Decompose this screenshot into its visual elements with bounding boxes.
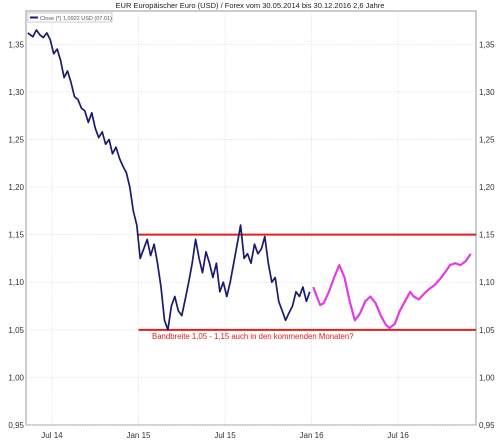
x-tick-label: Jan 16	[300, 431, 325, 440]
y-axis-left-ticks: 1,35 1,30 1,25 1,20 1,15 1,10 1,05 1,00 0,95	[8, 40, 24, 430]
x-axis-ticks: Jul 14 Jan 15 Jul 15 Jan 16 Jul 16	[41, 431, 409, 440]
chart-frame	[25, 10, 477, 426]
series	[27, 29, 472, 331]
y-tick-label-right: 1,05	[479, 326, 495, 335]
y-tick-label-left: 1,15	[8, 231, 24, 240]
legend: Close (*) 1,0922 USD (07.01)	[27, 12, 113, 23]
y-tick-label-right: 0,95	[479, 421, 495, 430]
y-tick-label-right: 1,35	[479, 40, 495, 49]
y-tick-label-right: 1,10	[479, 278, 495, 287]
series-line-forecast	[312, 253, 472, 329]
y-tick-label-left: 1,25	[8, 135, 24, 144]
y-tick-label-right: 1,20	[479, 183, 495, 192]
x-tick-label: Jul 14	[41, 431, 63, 440]
y-tick-label-right: 1,15	[479, 231, 495, 240]
y-tick-label-right: 1,00	[479, 373, 495, 382]
y-axis-right-ticks: 1,35 1,30 1,25 1,20 1,15 1,10 1,05 1,00 0,95	[479, 40, 495, 430]
x-tick-label: Jan 15	[126, 431, 151, 440]
y-tick-label-right: 1,30	[479, 88, 495, 97]
y-tick-label-left: 0,95	[8, 421, 24, 430]
y-tick-label-left: 1,00	[8, 373, 24, 382]
y-tick-label-left: 1,20	[8, 183, 24, 192]
grid	[26, 11, 476, 426]
annotation-text: Bandbreite 1,05 - 1,15 auch in den komme…	[152, 332, 354, 341]
legend-box	[27, 12, 113, 23]
x-tick-label: Jul 16	[387, 431, 409, 440]
y-tick-label-right: 1,25	[479, 135, 495, 144]
y-tick-label-left: 1,30	[8, 88, 24, 97]
chart-title: EUR Europäischer Euro (USD) / Forex vom …	[116, 1, 385, 10]
y-tick-label-left: 1,35	[8, 40, 24, 49]
x-tick-label: Jul 15	[214, 431, 236, 440]
legend-label: Close (*) 1,0922 USD (07.01)	[40, 16, 112, 22]
y-tick-label-left: 1,05	[8, 326, 24, 335]
y-tick-label-left: 1,10	[8, 278, 24, 287]
series-line-actual	[27, 29, 311, 331]
reference-lines	[138, 233, 476, 331]
